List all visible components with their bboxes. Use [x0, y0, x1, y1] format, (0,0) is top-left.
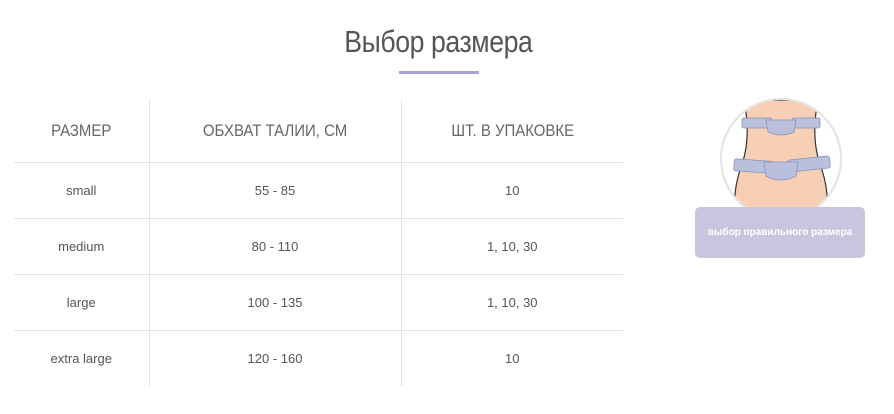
cell-size: large [14, 273, 149, 330]
cell-pack: 1, 10, 30 [400, 217, 623, 274]
table-row: medium 80 - 110 1, 10, 30 [14, 217, 623, 274]
table-row: extra large 120 - 160 10 [14, 329, 623, 386]
cell-waist: 55 - 85 [148, 161, 401, 218]
page-title: Выбор размера [343, 24, 533, 59]
size-table: РАЗМЕР ОБХВАТ ТАЛИИ, СМ ШТ. В УПАКОВКЕ s… [14, 100, 623, 386]
header-waist: ОБХВАТ ТАЛИИ, СМ [148, 100, 401, 162]
title-underline [399, 71, 479, 74]
cell-pack: 10 [400, 161, 623, 218]
cell-size: extra large [14, 329, 149, 386]
cell-waist: 80 - 110 [148, 217, 401, 274]
cell-waist: 100 - 135 [148, 273, 401, 330]
table-header: РАЗМЕР ОБХВАТ ТАЛИИ, СМ ШТ. В УПАКОВКЕ [14, 100, 623, 162]
header-size: РАЗМЕР [51, 120, 112, 140]
waist-measuring-tape-illustration-icon[interactable] [720, 98, 842, 220]
size-guide-button[interactable]: выбор правильного размера [695, 207, 865, 258]
cell-pack: 10 [400, 329, 623, 386]
cell-pack: 1, 10, 30 [400, 273, 623, 330]
cell-size: small [14, 161, 149, 218]
cell-waist: 120 - 160 [148, 329, 401, 386]
cell-size: medium [14, 217, 149, 274]
table-row: large 100 - 135 1, 10, 30 [14, 273, 623, 330]
table-row: small 55 - 85 10 [14, 161, 623, 218]
header-pack: ШТ. В УПАКОВКЕ [400, 100, 623, 162]
